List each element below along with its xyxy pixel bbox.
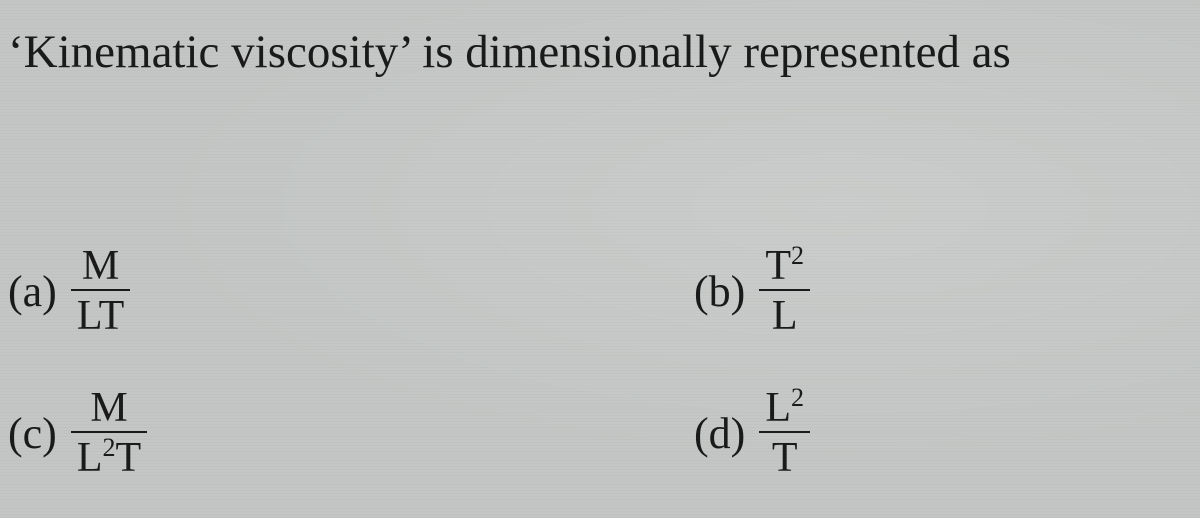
option-d: (d) L2 T [614, 387, 1180, 479]
option-d-num-exp: 2 [791, 383, 804, 412]
fraction-bar [759, 289, 810, 291]
option-b-num-exp: 2 [791, 241, 804, 270]
option-c-denominator: L2T [71, 437, 147, 479]
option-d-fraction: L2 T [759, 387, 810, 479]
option-d-num-base: L [765, 385, 791, 431]
option-b-numerator: T2 [759, 245, 810, 287]
option-c-fraction: M L2T [71, 387, 147, 479]
fraction-bar [759, 431, 810, 433]
option-c-den-base: L [77, 435, 103, 481]
option-d-numerator: L2 [759, 387, 810, 429]
option-c-numerator: M [84, 387, 133, 429]
option-a: (a) M LT [8, 245, 574, 337]
option-c-den-exp: 2 [103, 433, 116, 462]
option-a-denominator: LT [71, 295, 130, 337]
option-a-numerator: M [76, 245, 125, 287]
option-c-den-tail: T [116, 435, 142, 481]
option-b-denominator: L [766, 295, 804, 337]
option-d-denominator: T [766, 437, 804, 479]
option-a-fraction: M LT [71, 245, 130, 337]
question-text: ‘Kinematic viscosity’ is dimensionally r… [8, 16, 1180, 89]
option-b-num-base: T [765, 243, 791, 289]
option-c-label: (c) [8, 408, 57, 459]
option-b-label: (b) [694, 266, 745, 317]
option-b-fraction: T2 L [759, 245, 810, 337]
fraction-bar [71, 289, 130, 291]
option-a-label: (a) [8, 266, 57, 317]
option-d-label: (d) [694, 408, 745, 459]
option-c: (c) M L2T [8, 387, 574, 479]
options-grid: (a) M LT (b) T2 L (c) M L2T (d) [8, 245, 1180, 479]
option-b: (b) T2 L [614, 245, 1180, 337]
